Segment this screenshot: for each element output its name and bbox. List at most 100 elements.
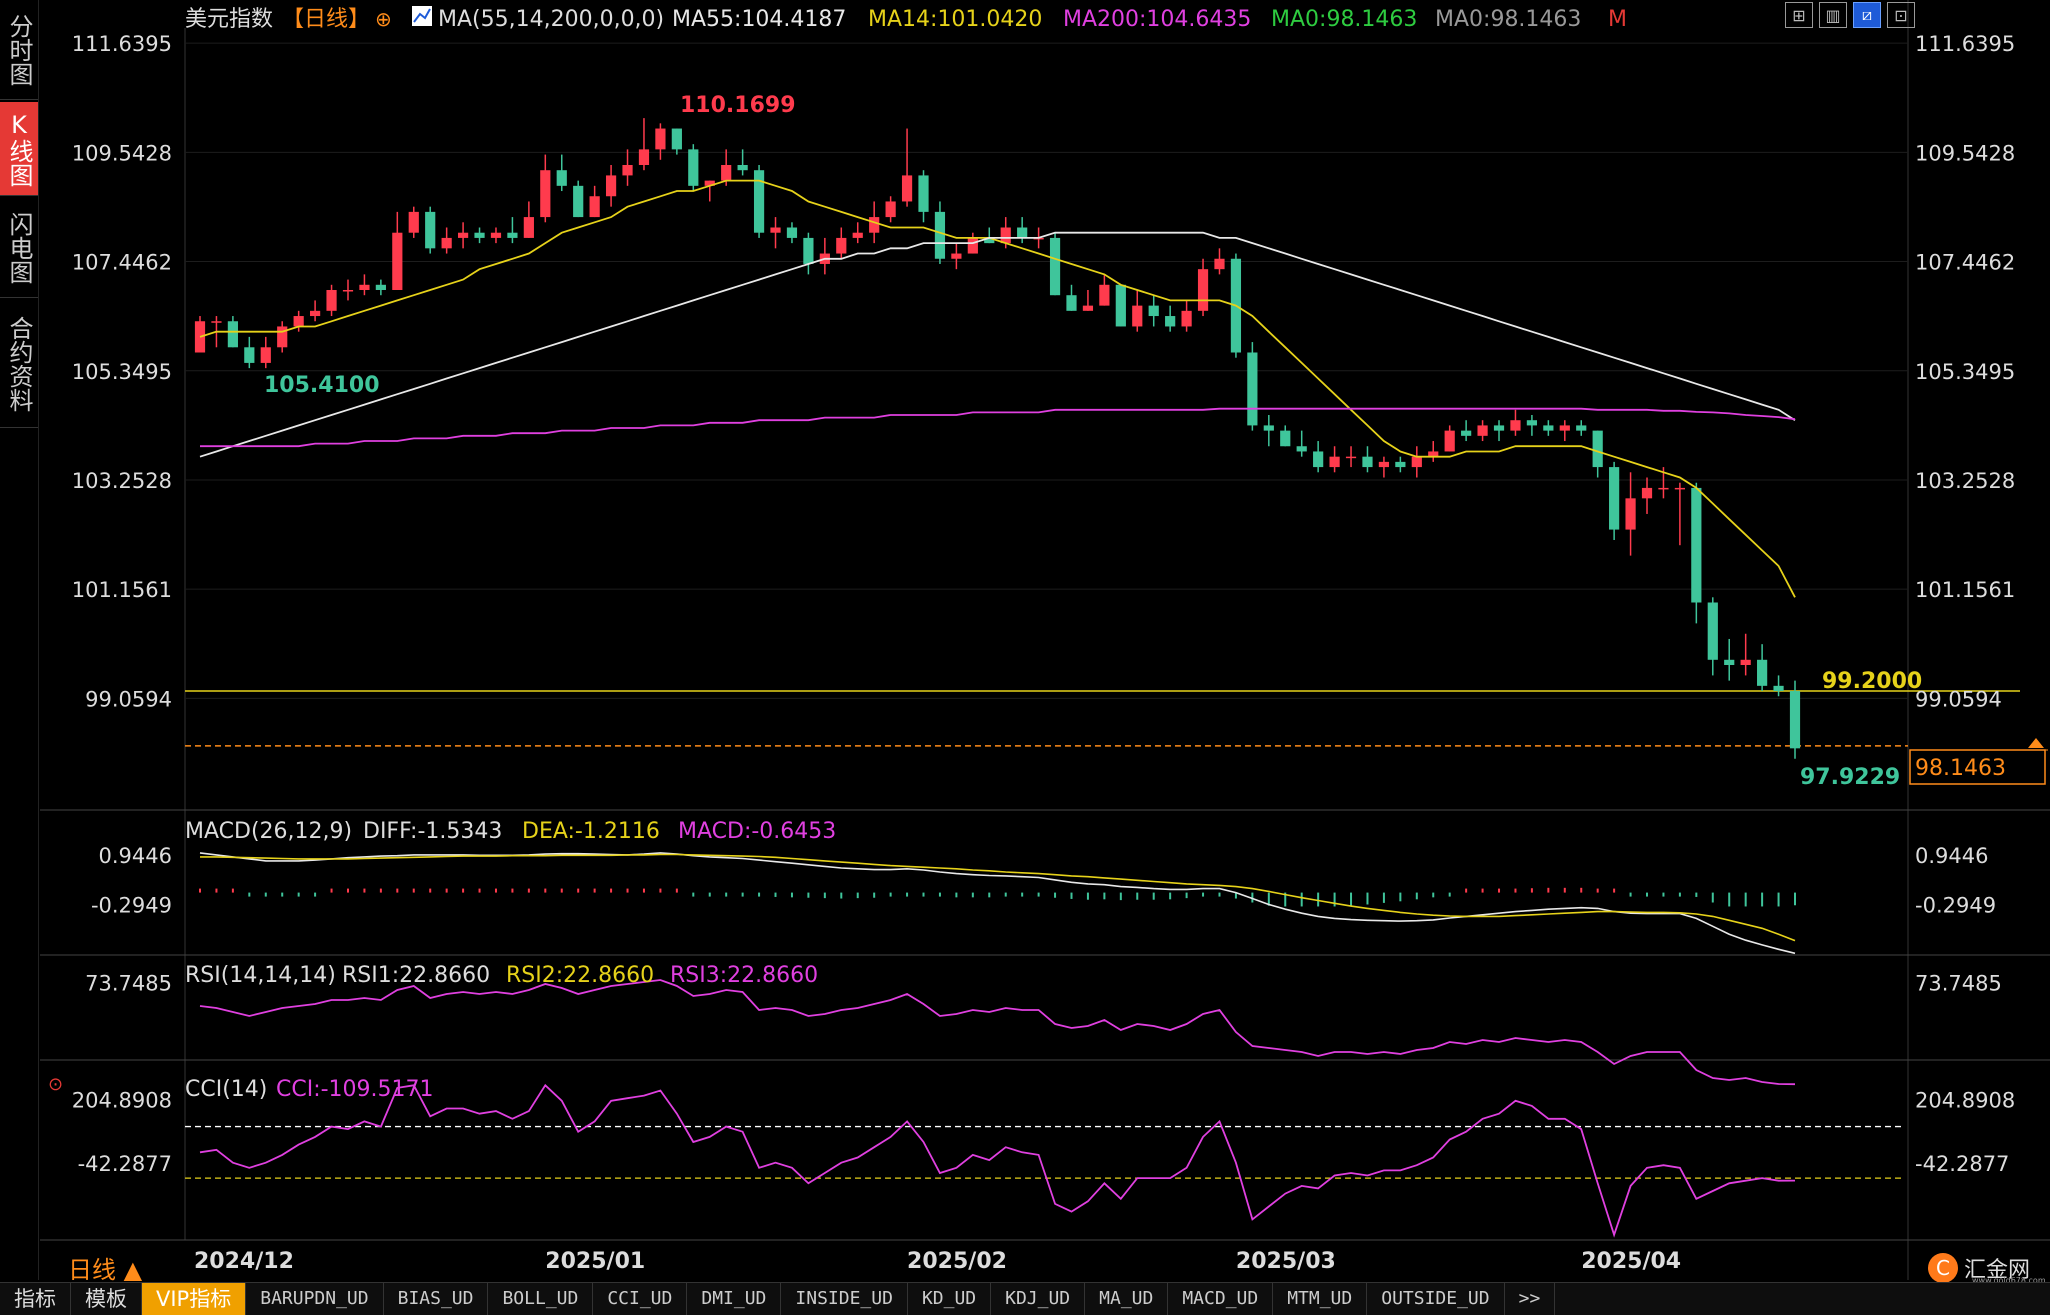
settings-icon[interactable]: ⊕ <box>375 7 392 31</box>
candle-body[interactable] <box>589 196 600 218</box>
candle-body[interactable] <box>1378 461 1390 468</box>
candle-body[interactable] <box>638 149 650 165</box>
period-selector[interactable]: 日线 ▲ <box>68 1256 143 1284</box>
candle-body[interactable] <box>1181 310 1192 327</box>
layout-icon[interactable]: ⊞ <box>1785 2 1813 28</box>
tab-contract-info[interactable]: 合约资料 <box>0 300 38 428</box>
candle-body[interactable] <box>1115 284 1126 327</box>
candle-body[interactable] <box>556 170 567 186</box>
candle-body[interactable] <box>1691 487 1702 603</box>
candle-body[interactable] <box>967 237 978 254</box>
candle-body[interactable] <box>1510 420 1521 431</box>
candle-body[interactable] <box>490 232 502 238</box>
indicator-tab[interactable]: BIAS_UD <box>384 1283 489 1315</box>
candle-body[interactable] <box>753 170 765 233</box>
indicator-tab[interactable]: OUTSIDE_UD <box>1367 1283 1505 1315</box>
candle-body[interactable] <box>1592 430 1603 468</box>
candle-body[interactable] <box>474 232 485 238</box>
candle-body[interactable] <box>1165 316 1176 327</box>
candle-body[interactable] <box>1789 691 1801 749</box>
candle-body[interactable] <box>1345 456 1357 459</box>
kline-icon[interactable]: ▥ <box>1819 2 1847 28</box>
candle-body[interactable] <box>1625 498 1636 530</box>
candle-body[interactable] <box>605 175 617 197</box>
candle-body[interactable] <box>688 149 699 186</box>
candle-body[interactable] <box>326 290 337 311</box>
indicator-tab[interactable]: INSIDE_UD <box>781 1283 908 1315</box>
candle-body[interactable] <box>1197 269 1209 311</box>
candle-body[interactable] <box>573 185 584 218</box>
indicator-tab[interactable]: MACD_UD <box>1168 1283 1274 1315</box>
tab-lightning[interactable]: 闪电图 <box>0 198 38 298</box>
candle-body[interactable] <box>770 227 781 233</box>
candle-body[interactable] <box>852 232 863 238</box>
indicator-tab[interactable]: BARUPDN_UD <box>246 1283 384 1315</box>
candle-body[interactable] <box>984 237 995 244</box>
indicator-tab[interactable]: 模板 <box>71 1283 142 1315</box>
candle-body[interactable] <box>901 175 913 202</box>
candle-body[interactable] <box>786 227 798 238</box>
candle-body[interactable] <box>1066 295 1077 311</box>
indicator-tab[interactable]: MTM_UD <box>1273 1283 1368 1315</box>
candle-body[interactable] <box>655 128 666 150</box>
candle-body[interactable] <box>1148 305 1159 317</box>
candle-body[interactable] <box>211 321 222 323</box>
candle-body[interactable] <box>425 211 436 249</box>
candle-body[interactable] <box>1411 456 1422 468</box>
candle-body[interactable] <box>359 284 370 290</box>
candle-body[interactable] <box>507 232 518 238</box>
candle-body[interactable] <box>1000 227 1011 244</box>
candle-body[interactable] <box>310 310 321 317</box>
candle-body[interactable] <box>803 237 814 264</box>
candle-body[interactable] <box>1017 227 1028 238</box>
candle-body[interactable] <box>1214 258 1225 270</box>
candle-body[interactable] <box>1641 487 1653 499</box>
candle-body[interactable] <box>622 165 633 176</box>
candle-body[interactable] <box>244 347 255 363</box>
candle-body[interactable] <box>457 232 469 238</box>
candle-body[interactable] <box>1707 602 1718 660</box>
period-tag[interactable]: 【日线】 <box>282 7 370 32</box>
candle-body[interactable] <box>1362 456 1373 468</box>
candle-body[interactable] <box>1395 461 1406 468</box>
candle-body[interactable] <box>1493 425 1505 431</box>
candle-body[interactable] <box>1543 425 1554 431</box>
candle-body[interactable] <box>1444 430 1455 452</box>
compare-icon[interactable]: ⊡ <box>1887 2 1915 28</box>
candle-body[interactable] <box>1280 430 1291 447</box>
indicator-tab[interactable]: CCI_UD <box>593 1283 688 1315</box>
candle-body[interactable] <box>737 165 748 171</box>
candle-body[interactable] <box>1477 425 1488 436</box>
candle-body[interactable] <box>1329 456 1340 468</box>
candle-body[interactable] <box>392 232 403 290</box>
candle-body[interactable] <box>869 217 880 233</box>
candle-body[interactable] <box>1773 685 1784 692</box>
candle-body[interactable] <box>1724 659 1735 665</box>
candle-body[interactable] <box>1674 487 1685 490</box>
tab-kline[interactable]: K线图 <box>0 102 38 196</box>
line-chart-icon[interactable]: ⧄ <box>1853 2 1881 28</box>
candle-body[interactable] <box>1526 420 1538 426</box>
candle-body[interactable] <box>951 253 962 259</box>
candle-body[interactable] <box>836 237 847 254</box>
indicator-tab[interactable]: VIP指标 <box>142 1283 247 1315</box>
candle-body[interactable] <box>1082 305 1094 311</box>
candle-body[interactable] <box>1658 487 1669 490</box>
candle-body[interactable] <box>1576 425 1587 431</box>
candle-body[interactable] <box>1049 237 1061 296</box>
candle-body[interactable] <box>885 201 896 218</box>
candle-body[interactable] <box>1609 467 1620 530</box>
candle-body[interactable] <box>934 211 946 259</box>
candle-body[interactable] <box>671 128 682 150</box>
indicator-tab[interactable]: >> <box>1505 1283 1556 1315</box>
candle-body[interactable] <box>375 284 386 290</box>
candle-body[interactable] <box>1757 659 1768 686</box>
candle-body[interactable] <box>342 290 354 292</box>
cci-settings-icon[interactable]: ⊙ <box>48 1074 63 1095</box>
indicator-tab[interactable]: BOLL_UD <box>488 1283 594 1315</box>
candle-body[interactable] <box>1099 284 1110 306</box>
candle-body[interactable] <box>540 170 551 218</box>
candle-body[interactable] <box>704 180 715 186</box>
candle-body[interactable] <box>918 175 929 212</box>
